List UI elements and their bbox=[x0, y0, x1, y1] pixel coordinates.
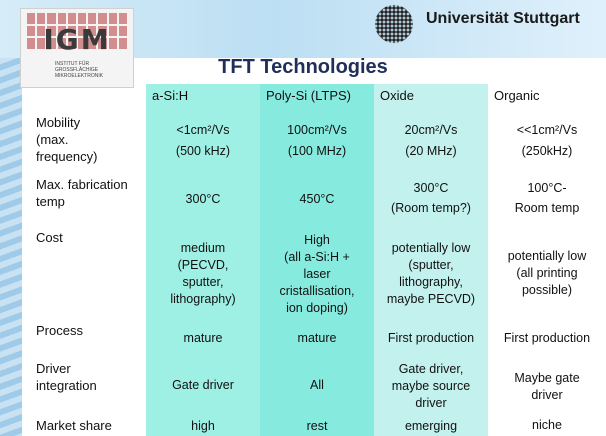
cell-cost-poly: High (all a-Si:H + laser cristallisation, io… bbox=[279, 233, 355, 315]
column-header-poly: Poly-Si (LTPS) bbox=[266, 88, 351, 103]
cell-mobility-poly: 100cm²/Vs (100 MHz) bbox=[287, 123, 347, 158]
cell-cost-organic: potentially low (all printing possible) bbox=[507, 249, 587, 297]
cell-mobility-asi: <1cm²/Vs (500 kHz) bbox=[175, 123, 231, 158]
cell-market-asi: high bbox=[191, 419, 215, 433]
row-label-mobility: Mobility (max. frequency) bbox=[36, 115, 98, 164]
logo-text: IGM bbox=[43, 23, 111, 56]
cell-process-asi: mature bbox=[183, 331, 223, 345]
igm-logo: IGM INSTITUT FÜR GROSSFLÄCHIGE MIKROELEK… bbox=[20, 8, 134, 88]
cell-cost-oxide: potentially low (sputter, lithography, mayb… bbox=[386, 241, 476, 306]
column-background-organic bbox=[488, 84, 606, 436]
cell-temp-asi: 300°C bbox=[185, 192, 221, 206]
cell-process-poly: mature bbox=[297, 331, 337, 345]
column-background-oxide bbox=[374, 84, 488, 436]
column-background-poly bbox=[260, 84, 374, 436]
cell-driver-poly: All bbox=[310, 378, 324, 392]
cell-temp-organic: 100°C- Room temp bbox=[514, 181, 580, 215]
university-seal-icon bbox=[372, 2, 416, 46]
cell-market-poly: rest bbox=[306, 419, 328, 433]
row-label-fabrication-temp: Max. fabrication temp bbox=[36, 177, 128, 209]
row-label-driver-integration: Driver integration bbox=[36, 361, 97, 393]
row-label-cost: Cost bbox=[36, 230, 63, 245]
cell-process-oxide: First production bbox=[387, 331, 475, 345]
cell-driver-asi: Gate driver bbox=[172, 378, 234, 392]
logo-grid-icon bbox=[27, 13, 127, 49]
cell-mobility-organic: <<1cm²/Vs (250kHz) bbox=[516, 123, 578, 158]
side-stripe-decoration bbox=[0, 58, 22, 436]
column-header-organic: Organic bbox=[494, 88, 540, 103]
cell-driver-oxide: Gate driver, maybe source driver bbox=[391, 362, 471, 410]
row-label-process: Process bbox=[36, 323, 83, 338]
cell-mobility-oxide: 20cm²/Vs (20 MHz) bbox=[404, 123, 458, 158]
university-name: Universität Stuttgart bbox=[426, 10, 580, 27]
cell-market-oxide: emerging bbox=[404, 419, 458, 433]
cell-cost-asi: medium (PECVD, sputter, lithography) bbox=[170, 241, 236, 306]
cell-temp-poly: 450°C bbox=[299, 192, 335, 206]
cell-driver-organic: Maybe gate driver bbox=[514, 371, 580, 402]
row-label-market-share: Market share bbox=[36, 418, 112, 433]
slide-title: TFT Technologies bbox=[218, 56, 388, 78]
logo-subtext: INSTITUT FÜR GROSSFLÄCHIGE MIKROELEKTRON… bbox=[55, 61, 104, 79]
column-header-asi: a-Si:H bbox=[152, 88, 189, 103]
cell-process-organic: First production bbox=[503, 331, 591, 345]
column-header-oxide: Oxide bbox=[380, 88, 414, 103]
cell-temp-oxide: 300°C (Room temp?) bbox=[391, 181, 471, 215]
cell-market-organic: niche bbox=[532, 418, 562, 432]
column-background-asi bbox=[146, 84, 260, 436]
